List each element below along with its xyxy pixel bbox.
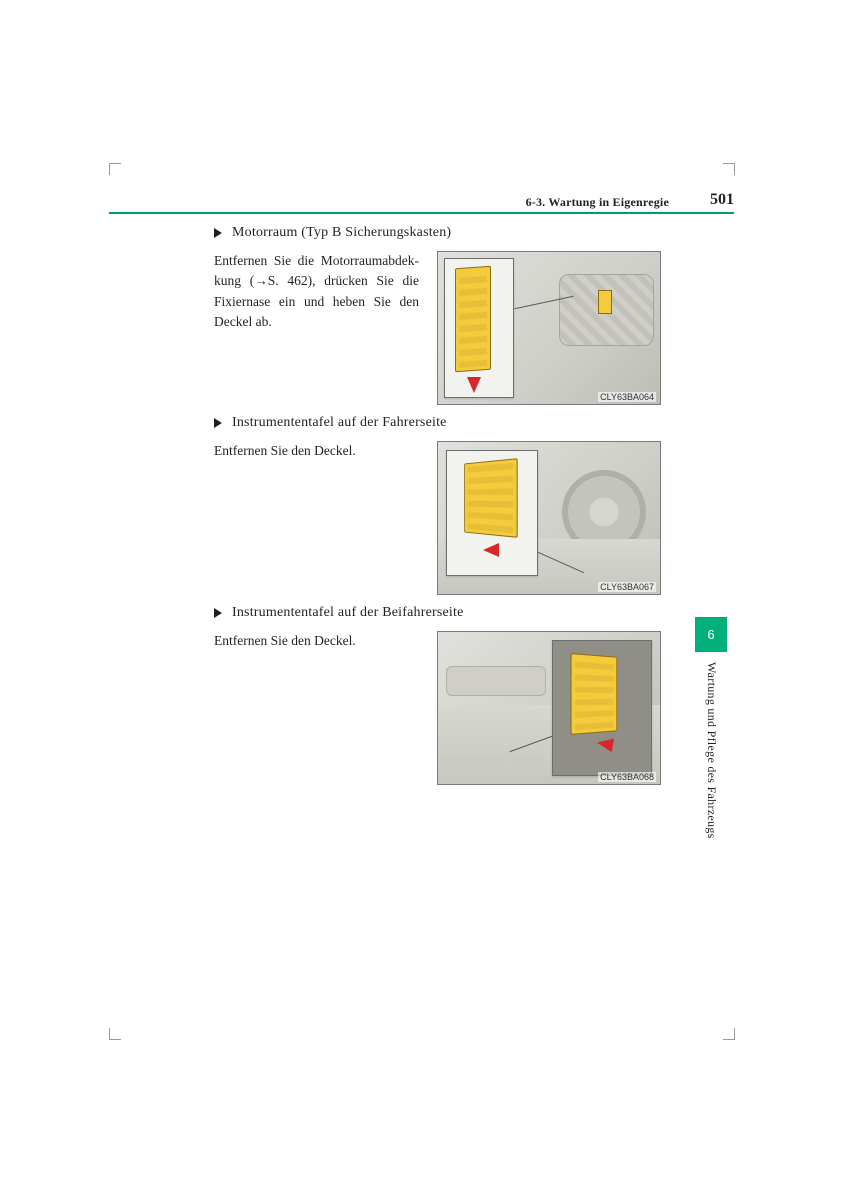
arrow-icon xyxy=(596,736,614,753)
section-breadcrumb: 6-3. Wartung in Eigenregie xyxy=(526,195,669,210)
zoom-inset xyxy=(446,450,538,576)
section-body-row: Entfernen Sie die Motorraumabdek­kung (→… xyxy=(214,251,734,405)
fusebox-illustration xyxy=(571,653,618,735)
fuse-marker-small xyxy=(598,290,612,314)
arrow-icon xyxy=(483,543,499,557)
page-content: 6-3. Wartung in Eigenregie 501 Motorraum… xyxy=(109,0,734,1200)
figure-code: CLY63BA068 xyxy=(598,772,656,782)
figure-passenger-fusebox: CLY63BA068 xyxy=(437,631,661,785)
heading-row: Instrumententafel auf der Beifahrerseite xyxy=(214,605,734,621)
glovebox-illustration xyxy=(446,666,546,696)
page-header: 6-3. Wartung in Eigenregie 501 xyxy=(109,195,734,213)
zoom-inset xyxy=(552,640,652,776)
figure-driver-fusebox: CLY63BA067 xyxy=(437,441,661,595)
section-body-text: Entfernen Sie den Deckel. xyxy=(214,631,419,651)
section-engine-compartment: Motorraum (Typ B Sicherungskasten) Entfe… xyxy=(214,225,734,405)
chapter-tab-number: 6 xyxy=(707,627,714,642)
zoom-inset xyxy=(444,258,514,398)
page-number: 501 xyxy=(710,191,734,209)
section-driver-panel: Instrumententafel auf der Fahrerseite En… xyxy=(214,415,734,595)
figure-code: CLY63BA067 xyxy=(598,582,656,592)
section-heading: Instrumententafel auf der Beifahrerseite xyxy=(232,605,464,621)
chapter-tab: 6 xyxy=(695,617,727,652)
heading-row: Motorraum (Typ B Sicherungskasten) xyxy=(214,225,734,241)
section-heading: Motorraum (Typ B Sicherungskasten) xyxy=(232,225,451,241)
triangle-bullet-icon xyxy=(214,418,222,428)
section-heading: Instrumententafel auf der Fahrerseite xyxy=(232,415,447,431)
header-rule xyxy=(109,212,734,214)
triangle-bullet-icon xyxy=(214,608,222,618)
section-body-row: Entfernen Sie den Deckel. CLY63BA067 xyxy=(214,441,734,595)
figure-code: CLY63BA064 xyxy=(598,392,656,402)
section-passenger-panel: Instrumententafel auf der Beifahrerseite… xyxy=(214,605,734,785)
figure-engine-fusebox: CLY63BA064 xyxy=(437,251,661,405)
chapter-side-label: Wartung und Pflege des Fahrzeugs xyxy=(703,662,719,862)
section-body-row: Entfernen Sie den Deckel. CLY63BA068 xyxy=(214,631,734,785)
heading-row: Instrumententafel auf der Fahrerseite xyxy=(214,415,734,431)
triangle-bullet-icon xyxy=(214,228,222,238)
section-body-text: Entfernen Sie den Deckel. xyxy=(214,441,419,461)
fusebox-illustration xyxy=(464,458,518,538)
fusebox-illustration xyxy=(455,266,491,373)
arrow-icon xyxy=(467,377,481,393)
section-body-text: Entfernen Sie die Motorraumabdek­kung (→… xyxy=(214,251,419,332)
